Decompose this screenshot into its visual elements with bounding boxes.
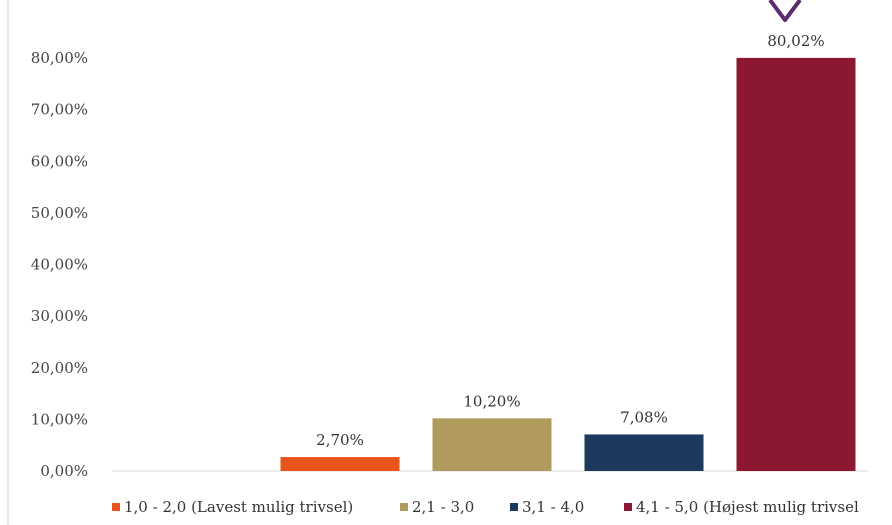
y-axis-ticks: 0,00% 10,00% 20,00% 30,00% 40,00% 50,00% 60,00… <box>31 49 88 480</box>
bar <box>736 57 856 471</box>
y-tick-label: 30,00% <box>31 307 88 325</box>
data-labels: 2,70% 10,20% 7,08% 80,02% <box>316 32 824 449</box>
legend-label: 3,1 - 4,0 <box>522 498 584 516</box>
y-tick-label: 60,00% <box>31 152 88 170</box>
legend: 1,0 - 2,0 (Lavest mulig trivsel) 2,1 - 3,… <box>112 498 859 516</box>
y-tick-label: 40,00% <box>31 256 88 274</box>
legend-swatch <box>400 503 408 511</box>
data-label: 80,02% <box>767 32 824 50</box>
y-tick-label: 80,00% <box>31 49 88 67</box>
y-tick-label: 10,00% <box>31 410 88 428</box>
legend-swatch <box>112 503 120 511</box>
y-tick-label: 70,00% <box>31 101 88 119</box>
data-label: 2,70% <box>316 431 364 449</box>
data-label: 7,08% <box>620 408 668 426</box>
legend-label: 1,0 - 2,0 (Lavest mulig trivsel) <box>124 498 353 516</box>
y-tick-label: 20,00% <box>31 359 88 377</box>
y-tick-label: 0,00% <box>40 462 88 480</box>
legend-label: 2,1 - 3,0 <box>412 498 474 516</box>
bar <box>432 418 552 471</box>
data-label: 10,20% <box>463 392 520 410</box>
legend-label: 4,1 - 5,0 (Højest mulig trivsel <box>636 498 859 516</box>
y-tick-label: 50,00% <box>31 204 88 222</box>
accent-chevron-icon <box>768 0 802 22</box>
bar <box>280 457 400 471</box>
bar <box>584 434 704 471</box>
bars <box>280 57 856 471</box>
legend-swatch <box>624 503 632 511</box>
legend-swatch <box>510 503 518 511</box>
